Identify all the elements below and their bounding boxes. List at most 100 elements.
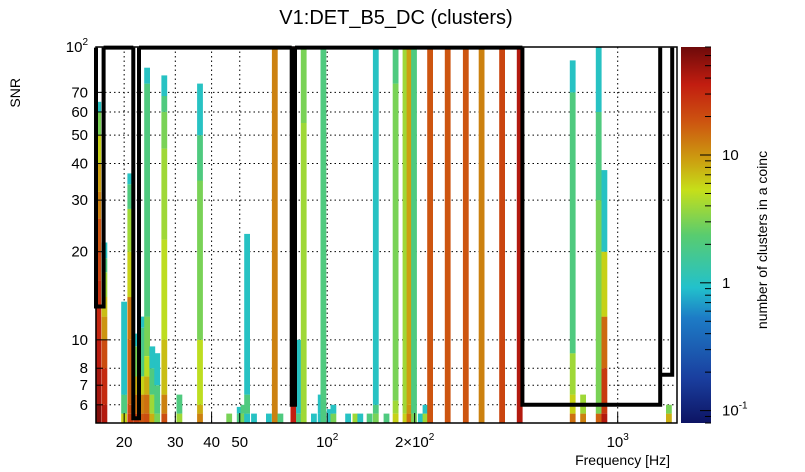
heatmap-cell bbox=[138, 327, 145, 361]
heatmap-cell bbox=[138, 376, 145, 395]
outline-contour bbox=[94, 45, 675, 421]
heatmap-cell bbox=[154, 353, 161, 386]
heatmap-cell bbox=[427, 47, 433, 423]
heatmap-cell bbox=[345, 413, 351, 423]
heatmap-cell bbox=[402, 47, 409, 414]
heatmap-cell bbox=[133, 333, 140, 347]
heatmap-cell bbox=[149, 413, 156, 423]
y-tick-label: 10 bbox=[71, 332, 88, 349]
heatmap-cell bbox=[402, 413, 409, 423]
heatmap-cell bbox=[133, 346, 140, 377]
x-tick-label: 20 bbox=[116, 434, 133, 451]
y-tick-label: 8 bbox=[80, 360, 88, 377]
colorbar-ticks: 10-1 1 10 bbox=[700, 46, 748, 424]
colorbar-tick-label: 1 bbox=[722, 275, 730, 292]
heatmap-cell bbox=[138, 394, 145, 414]
heatmap-cell bbox=[296, 413, 302, 423]
grid-lines bbox=[96, 46, 677, 423]
y-tick-label: 70 bbox=[71, 84, 88, 101]
heatmap-cell bbox=[352, 413, 359, 423]
heatmap-cell bbox=[95, 251, 102, 281]
colorbar-tick-label: 10 bbox=[722, 147, 739, 164]
heatmap-cell bbox=[161, 394, 168, 414]
y-tick-label: 6 bbox=[80, 397, 88, 414]
heatmap-cell bbox=[144, 67, 150, 84]
heatmap-cell bbox=[462, 47, 469, 423]
heatmap-cell bbox=[266, 413, 272, 423]
heatmap-cell bbox=[330, 404, 337, 414]
heatmap-cell bbox=[372, 404, 379, 414]
heatmap-cell bbox=[127, 339, 134, 405]
heatmap-cell bbox=[666, 413, 672, 423]
heatmap-cell bbox=[95, 404, 102, 423]
heatmap-cell bbox=[444, 47, 451, 423]
heatmap-cell bbox=[417, 413, 424, 423]
y-tick-label: 50 bbox=[71, 127, 88, 144]
heatmap-cell bbox=[569, 413, 576, 423]
heatmap-cell bbox=[601, 316, 608, 369]
heatmap-cell bbox=[95, 218, 102, 252]
heatmap-cell bbox=[149, 394, 156, 414]
colorbar-tick-label: 10-1 bbox=[722, 401, 748, 420]
heatmap-cell bbox=[251, 413, 257, 423]
heatmap-cell bbox=[244, 413, 250, 423]
heatmap-cell bbox=[127, 413, 134, 423]
plot-frame bbox=[95, 46, 678, 424]
heatmap-cell bbox=[392, 83, 399, 401]
heatmap-cell bbox=[127, 173, 134, 185]
heatmap-cell bbox=[127, 404, 134, 414]
heatmap-cell bbox=[392, 400, 399, 414]
heatmap-cell bbox=[121, 301, 127, 395]
contour-line bbox=[94, 45, 675, 421]
y-axis-ticks: 6 78 10 20 30 40 50 60 70 102 bbox=[66, 37, 110, 414]
heatmap-cell bbox=[154, 413, 161, 423]
y-tick-label: 20 bbox=[71, 244, 88, 261]
heatmap-cell bbox=[601, 368, 608, 414]
heatmap-cell bbox=[422, 404, 429, 414]
x-tick-label: 40 bbox=[203, 434, 220, 451]
heatmap-cell bbox=[127, 208, 134, 252]
heatmap-cell bbox=[138, 316, 145, 328]
heatmap-cell bbox=[271, 47, 278, 423]
heatmap-cell bbox=[133, 376, 140, 395]
heatmap-cell bbox=[101, 368, 108, 405]
heatmap-cell bbox=[121, 394, 127, 414]
x-tick-label: 30 bbox=[167, 434, 184, 451]
heatmap-cell bbox=[95, 191, 102, 219]
heatmap-cell bbox=[296, 339, 302, 414]
heatmap-cell bbox=[197, 404, 203, 414]
heatmap-cell bbox=[133, 394, 140, 414]
x-tick-label: 50 bbox=[231, 434, 248, 451]
y-tick-label: 40 bbox=[71, 156, 88, 173]
heatmap-cell bbox=[197, 83, 203, 136]
heatmap-cell bbox=[95, 368, 102, 405]
heatmap-cells bbox=[95, 47, 672, 423]
y-tick-label: 60 bbox=[71, 104, 88, 121]
heatmap-cell bbox=[383, 413, 390, 423]
heatmap-cell bbox=[95, 339, 102, 369]
heatmap-cell bbox=[372, 47, 379, 405]
heatmap-cell bbox=[569, 92, 576, 354]
heatmap-cell bbox=[244, 233, 250, 395]
heatmap-cell bbox=[666, 404, 672, 414]
heatmap-cell bbox=[236, 406, 243, 414]
heatmap-cell bbox=[95, 163, 102, 192]
heatmap-cell bbox=[144, 356, 150, 377]
heatmap-cell bbox=[161, 148, 168, 240]
heatmap-cell bbox=[601, 170, 608, 252]
heatmap-cell bbox=[144, 316, 150, 356]
heatmap-cell bbox=[95, 101, 102, 112]
x-axis-title: Frequency [Hz] bbox=[575, 452, 670, 468]
heatmap-cell bbox=[95, 306, 102, 340]
heatmap-cell bbox=[300, 47, 307, 123]
y-tick-label: 30 bbox=[71, 192, 88, 209]
heatmap-cell bbox=[127, 251, 134, 298]
heatmap-cell bbox=[101, 404, 108, 423]
heatmap-cell bbox=[499, 47, 505, 423]
heatmap-cell bbox=[95, 280, 102, 307]
heatmap-cell bbox=[95, 135, 102, 164]
heatmap-cell bbox=[197, 413, 203, 423]
heatmap-cell bbox=[595, 47, 602, 112]
heatmap-cell bbox=[320, 47, 327, 423]
